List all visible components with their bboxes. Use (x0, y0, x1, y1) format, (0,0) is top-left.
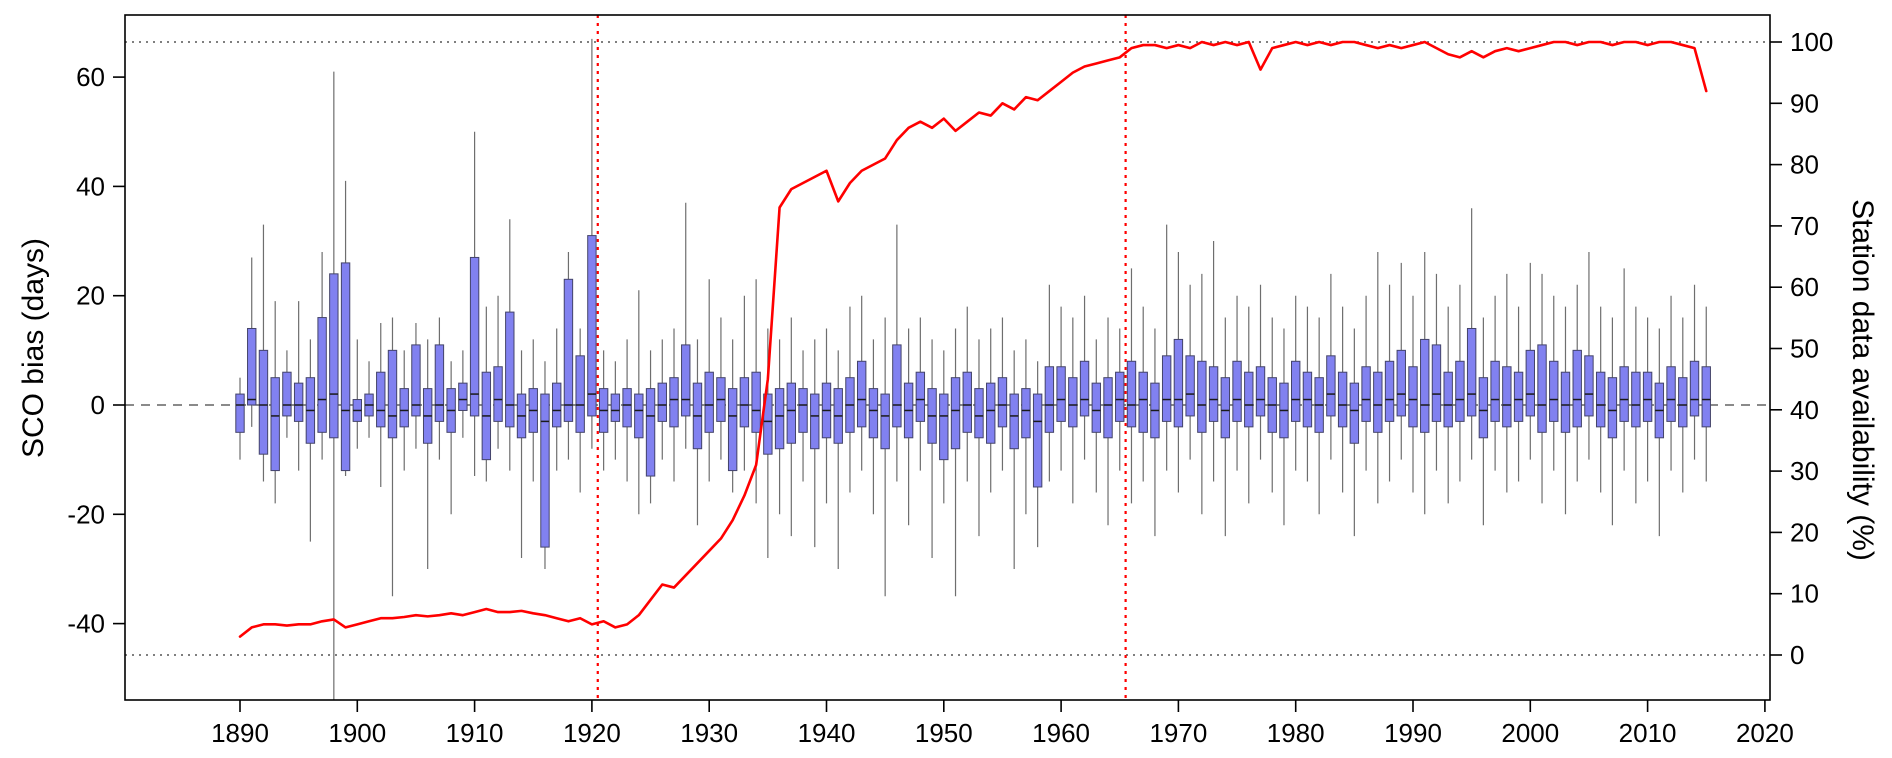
x-axis-tick-label: 1940 (798, 718, 856, 748)
x-axis-tick-label: 1920 (563, 718, 621, 748)
right-axis-tick-label: 90 (1790, 88, 1819, 118)
x-axis-tick-label: 2000 (1501, 718, 1559, 748)
availability-line (238, 40, 1708, 638)
right-axis-tick-label: 70 (1790, 211, 1819, 241)
boxplot-series (235, 38, 1711, 701)
right-axis-tick-label: 40 (1790, 395, 1819, 425)
right-axis-tick-label: 60 (1790, 272, 1819, 302)
x-axis-tick-label: 1900 (328, 718, 386, 748)
right-axis-tick-label: 20 (1790, 517, 1819, 547)
x-axis-tick-label: 1970 (1149, 718, 1207, 748)
x-axis-tick-label: 1930 (680, 718, 738, 748)
x-axis-tick-label: 1980 (1267, 718, 1325, 748)
right-axis-tick-label: 30 (1790, 456, 1819, 486)
x-axis-tick-label: 1950 (915, 718, 973, 748)
right-axis-tick-label: 100 (1790, 27, 1833, 57)
left-axis-tick-label: 40 (76, 171, 105, 201)
right-axis-tick-label: 50 (1790, 334, 1819, 364)
x-axis-tick-label: 2020 (1736, 718, 1794, 748)
x-axis-tick-label: 2010 (1619, 718, 1677, 748)
right-axis-tick-label: 10 (1790, 579, 1819, 609)
right-axis-tick-label: 80 (1790, 150, 1819, 180)
left-axis-tick-label: 60 (76, 62, 105, 92)
left-axis-tick-label: -20 (67, 499, 105, 529)
x-axis-tick-label: 1910 (446, 718, 504, 748)
right-axis-tick-label: 0 (1790, 640, 1804, 670)
y-axis-title-right: Station data availability (%) (1846, 199, 1879, 561)
plot-frame (124, 14, 1771, 701)
x-axis-tick-label: 1890 (211, 718, 269, 748)
left-axis-tick-label: 20 (76, 281, 105, 311)
left-axis-tick-label: -40 (67, 609, 105, 639)
x-axis-tick-label: 1990 (1384, 718, 1442, 748)
x-axis-tick-label: 1960 (1032, 718, 1090, 748)
left-axis-tick-label: 0 (91, 390, 105, 420)
y-axis-title-left: SCO bias (days) (17, 237, 50, 459)
